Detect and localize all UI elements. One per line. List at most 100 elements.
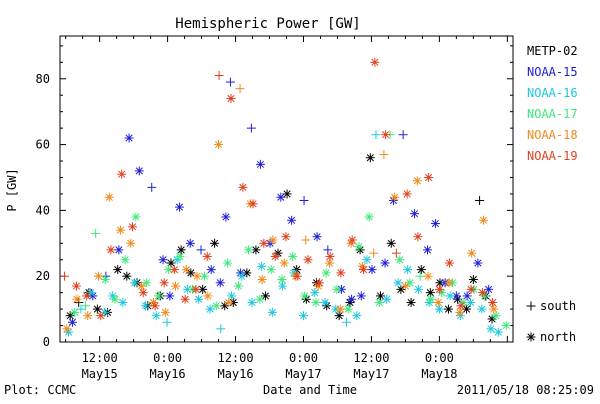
legend-series-label: NOAA-15 [527,65,578,79]
data-point [456,301,466,311]
mark-stroke [225,298,233,307]
x-tick-time-label: 0:00 [153,351,182,365]
data-point [181,265,191,275]
mark-stroke [256,295,264,303]
data-point [405,278,415,288]
mark-stroke [166,292,174,300]
data-point [70,307,80,317]
series-noaa-17 [70,130,511,331]
data-point [154,291,164,301]
data-point [247,298,257,308]
legend-symbol-label: south [540,299,576,313]
mark-stroke [302,295,310,303]
mark-stroke [159,256,167,264]
data-point [477,304,487,314]
data-points [60,57,511,337]
mark-stroke [481,292,489,300]
x-axis: 12:00 May15 0:00 May16 12:00 May16 0:00 May17 12… [65,36,508,381]
mark-stroke [453,295,462,303]
x-tick-time-label: 12:00 [353,351,389,365]
data-point [165,291,175,301]
data-point [455,307,465,317]
mark-stroke [289,252,297,261]
data-point [334,311,344,321]
x-tick-time-label: 12:00 [82,351,118,365]
mark-stroke [435,305,443,313]
data-point [393,278,403,288]
mark-stroke [210,239,219,247]
x-tick-date-label: May16 [217,367,253,381]
mark-stroke [277,193,285,201]
y-tick-label: 20 [36,269,50,283]
data-point [475,196,485,206]
mark-stroke [479,216,488,224]
mark-stroke [177,246,185,254]
mark-stroke [463,292,471,300]
data-point [169,265,179,275]
mark-stroke [105,193,113,201]
mark-stroke [154,292,163,300]
data-point [409,209,419,219]
data-point [237,271,247,281]
mark-stroke [175,203,184,211]
mark-stroke [396,256,404,264]
data-point [352,311,362,321]
data-point [267,307,277,317]
mark-stroke [288,216,296,224]
data-point [186,268,196,278]
mark-stroke [383,295,391,303]
data-point [445,291,455,301]
data-point [266,265,276,275]
data-point [130,278,140,288]
mark-stroke [243,269,251,277]
y-tick-label: 0 [43,335,50,349]
series-noaa-15 [67,77,494,327]
mark-stroke [187,269,195,277]
mark-stroke [97,312,105,320]
mark-stroke [71,308,79,316]
data-point [445,258,455,268]
data-point [365,153,375,163]
data-point [224,298,234,308]
mark-stroke [407,298,415,307]
mark-stroke [269,236,277,244]
mark-stroke [132,213,140,221]
mark-stroke [315,279,323,287]
mark-stroke [527,333,535,341]
data-point [335,304,345,314]
data-point [473,258,483,268]
mark-stroke [116,226,125,234]
data-point [223,258,233,268]
mark-stroke [222,213,230,221]
data-point [374,298,384,308]
data-point [192,271,202,281]
mark-stroke [445,279,453,287]
data-point [278,281,288,291]
mark-stroke [193,272,201,280]
mark-stroke [121,256,129,264]
mark-stroke [474,259,482,267]
data-point [462,291,472,301]
data-point [158,255,168,265]
data-point [141,301,151,311]
data-point [62,324,72,334]
data-point [72,294,82,304]
mark-stroke [502,321,510,330]
data-point [468,274,478,284]
mark-stroke [466,298,475,307]
data-point [106,245,116,255]
data-point [391,248,401,258]
data-point [281,232,291,242]
data-point [342,317,352,327]
mark-stroke [114,266,122,274]
mark-stroke [356,246,364,254]
data-point [380,258,390,268]
mark-stroke [280,259,288,267]
data-point [175,251,185,261]
mark-stroke [401,282,410,290]
data-point [364,212,374,222]
mark-stroke [457,302,465,310]
data-point [257,274,267,284]
mark-stroke [293,272,301,280]
